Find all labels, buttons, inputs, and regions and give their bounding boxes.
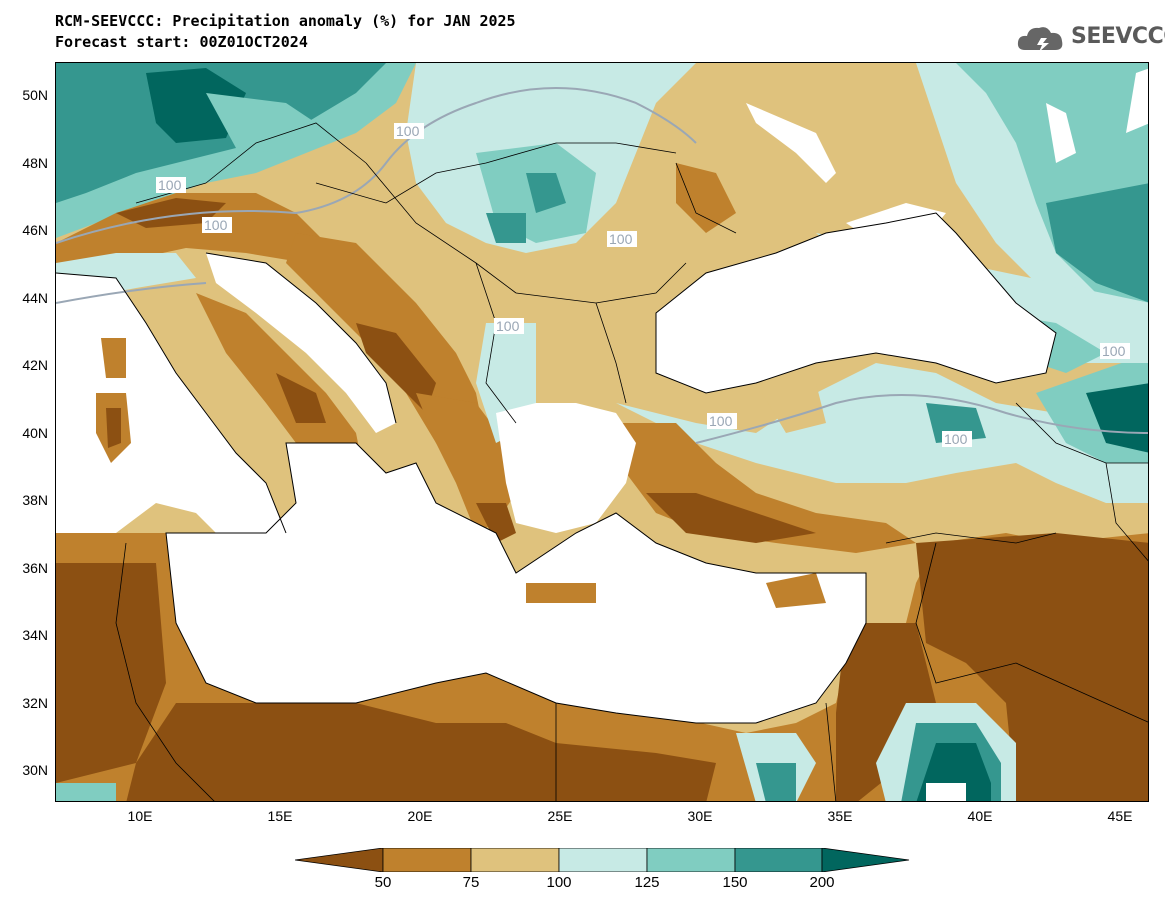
lat-tick-label: 30N <box>22 762 48 778</box>
logo-text: SEEVCCC <box>1071 24 1165 49</box>
lon-tick-label: 20E <box>407 808 433 824</box>
lat-tick-label: 48N <box>22 155 48 171</box>
map-area: 100 100 100 100 100 100 100 100 <box>55 62 1149 802</box>
contour-label: 100 <box>396 123 420 139</box>
lon-tick-label: 35E <box>827 808 853 824</box>
colorbar-label: 75 <box>462 874 480 891</box>
forecast-start: Forecast start: 00Z01OCT2024 <box>55 33 308 51</box>
lat-tick-label: 44N <box>22 290 48 306</box>
lon-tick-label: 10E <box>127 808 153 824</box>
coastlines <box>56 212 1057 724</box>
lon-tick-label: 30E <box>687 808 713 824</box>
black-sea <box>656 213 1056 393</box>
lat-tick-label: 38N <box>22 492 48 508</box>
contour-label: 100 <box>158 177 182 193</box>
colorbar-label: 100 <box>546 874 572 891</box>
lon-tick-label: 40E <box>967 808 993 824</box>
lon-tick-label: 25E <box>547 808 573 824</box>
colorbar-label: 200 <box>809 874 835 891</box>
colorbar-lt50 <box>295 848 384 872</box>
anomaly-field-gt200 <box>146 68 246 143</box>
lat-tick-label: 46N <box>22 222 48 238</box>
lon-tick-label: 15E <box>267 808 293 824</box>
sea-med <box>166 443 866 723</box>
lat-tick-label: 50N <box>22 87 48 103</box>
colorbar-150-200 <box>734 848 823 872</box>
colorbar-label: 125 <box>634 874 660 891</box>
lon-tick-label: 45E <box>1107 808 1133 824</box>
colorbar-label: 150 <box>722 874 748 891</box>
contour-labels: 100 100 100 100 100 100 100 100 <box>156 123 1130 447</box>
contour-label: 100 <box>1102 343 1126 359</box>
colorbar-100-125 <box>558 848 648 872</box>
map-title: RCM-SEEVCCC: Precipitation anomaly (%) f… <box>55 12 516 30</box>
contour-label: 100 <box>944 431 968 447</box>
contour-label: 100 <box>609 231 633 247</box>
anomaly-map: 100 100 100 100 100 100 100 100 <box>56 63 1148 801</box>
lat-tick-label: 36N <box>22 560 48 576</box>
colorbar-label: 50 <box>374 874 392 891</box>
colorbar <box>295 848 910 872</box>
contour-label: 100 <box>709 413 733 429</box>
colorbar-75-100 <box>470 848 560 872</box>
lat-tick-label: 34N <box>22 627 48 643</box>
lat-tick-label: 40N <box>22 425 48 441</box>
colorbar-50-75 <box>382 848 472 872</box>
contour-label: 100 <box>204 217 228 233</box>
colorbar-gt200 <box>821 848 910 872</box>
cloud-icon <box>1017 27 1063 52</box>
country-borders <box>115 122 1148 801</box>
colorbar-125-150 <box>646 848 736 872</box>
lat-tick-label: 42N <box>22 357 48 373</box>
contour-label: 100 <box>496 318 520 334</box>
seevccc-logo: SEEVCCC <box>1015 22 1165 56</box>
lat-tick-label: 32N <box>22 695 48 711</box>
